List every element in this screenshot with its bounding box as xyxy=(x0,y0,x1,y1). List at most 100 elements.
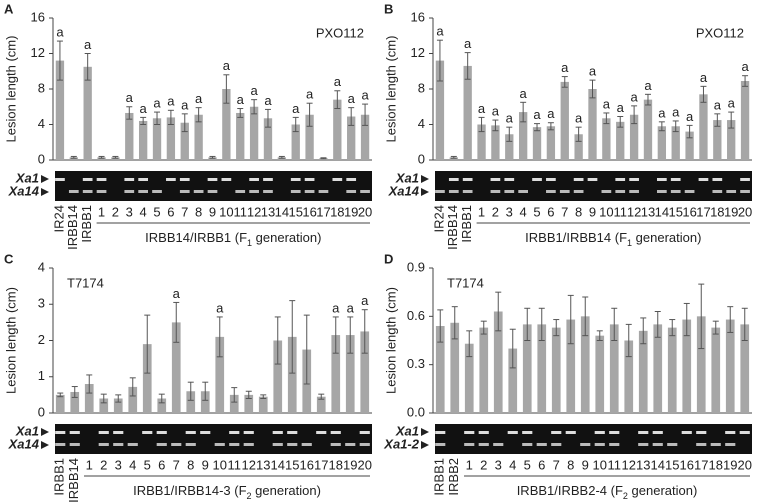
pathogen-label: PXO112 xyxy=(696,25,744,40)
x-tick-label: 5 xyxy=(524,457,531,472)
gel-band xyxy=(670,178,681,181)
bar xyxy=(574,134,583,160)
y-tick-label: 1 xyxy=(38,368,45,383)
x-tick-label: 19 xyxy=(343,457,357,472)
gel-band xyxy=(229,431,240,434)
gel-band xyxy=(166,178,176,181)
significance-letter: a xyxy=(728,96,736,111)
gel-band xyxy=(580,443,591,446)
pathogen-label: T7174 xyxy=(67,275,104,290)
bar xyxy=(215,336,225,413)
y-tick-label: 3 xyxy=(38,296,45,311)
significance-letter: a xyxy=(250,83,258,98)
gel-band xyxy=(318,190,329,193)
bar xyxy=(55,60,65,160)
bar xyxy=(171,322,181,413)
y-axis-label: Lesion length (cm) xyxy=(3,36,18,143)
gel-band xyxy=(301,443,312,446)
significance-letter: a xyxy=(589,64,597,79)
gel-band xyxy=(290,178,301,181)
x-tick-label: 10 xyxy=(599,204,613,219)
gel-band xyxy=(214,443,225,446)
y-tick-label: 0 xyxy=(38,151,45,166)
significance-letter: a xyxy=(492,104,500,119)
gel-band xyxy=(507,431,518,434)
x-tick-label: IRBB14 xyxy=(65,205,80,250)
gel-band xyxy=(652,431,663,434)
panel-letter: D xyxy=(384,251,393,266)
gel-band xyxy=(522,443,533,446)
gel-band xyxy=(740,190,750,193)
x-tick-label: IRBB14 xyxy=(445,205,460,250)
gel-band xyxy=(546,190,556,193)
bar xyxy=(55,394,65,413)
bar xyxy=(186,391,196,413)
x-tick-label: 13 xyxy=(636,457,650,472)
x-tick-label: 14 xyxy=(275,204,289,219)
x-tick-label: 10 xyxy=(213,457,227,472)
bar xyxy=(125,112,134,160)
y-tick-label: 12 xyxy=(31,45,45,60)
bar xyxy=(588,89,597,160)
gel-band xyxy=(98,443,109,446)
gel-band xyxy=(156,443,167,446)
significance-letter: a xyxy=(153,96,161,111)
x-tick-label: 18 xyxy=(709,457,723,472)
x-tick-label: 7 xyxy=(173,457,180,472)
gel-band xyxy=(609,443,620,446)
bar xyxy=(727,120,736,160)
gel-band xyxy=(615,178,626,181)
group-label-part: generation) xyxy=(628,483,697,498)
y-tick-label: 4 xyxy=(418,116,425,131)
y-tick-label: 12 xyxy=(411,45,425,60)
bar xyxy=(508,348,518,413)
x-tick-label: 15 xyxy=(668,204,682,219)
x-tick-label: 18 xyxy=(330,204,344,219)
y-tick-label: 0.9 xyxy=(407,259,425,274)
gel-band xyxy=(185,431,196,434)
x-tick-label: 20 xyxy=(358,204,372,219)
significance-letter: a xyxy=(617,100,625,115)
gel-arrow xyxy=(41,175,49,183)
gel-band xyxy=(601,190,612,193)
gel-label: Xa14 xyxy=(8,436,40,451)
gel-band xyxy=(652,443,663,446)
bar xyxy=(537,324,547,413)
gel-band xyxy=(698,178,709,181)
bar xyxy=(609,324,619,413)
gel-band xyxy=(290,190,301,193)
gel-arrow xyxy=(421,441,429,449)
gel-image xyxy=(435,171,752,201)
significance-letter: a xyxy=(630,89,638,104)
bar xyxy=(546,126,556,160)
significance-letter: a xyxy=(181,97,189,112)
gel-image xyxy=(55,424,372,454)
x-tick-label: 17 xyxy=(694,457,708,472)
x-tick-label: 2 xyxy=(100,457,107,472)
significance-letter: a xyxy=(741,59,749,74)
y-tick-label: 0 xyxy=(38,404,45,419)
significance-letter: a xyxy=(126,90,134,105)
gel-band xyxy=(696,431,707,434)
gel-band xyxy=(124,190,135,193)
gel-label: Xa1 xyxy=(395,423,419,438)
gel-band xyxy=(207,190,218,193)
gel-band xyxy=(462,190,473,193)
group-label: IRBB1/IRBB2-4 (F2 generation) xyxy=(517,483,698,501)
gel-image xyxy=(435,424,752,454)
gel-band xyxy=(435,443,446,446)
x-tick-label: 5 xyxy=(533,204,540,219)
bar xyxy=(657,126,667,160)
x-tick-label: 11 xyxy=(233,204,247,219)
gel-band xyxy=(316,431,327,434)
x-tick-label: 17 xyxy=(314,457,328,472)
gel-band xyxy=(712,178,723,181)
group-label: IRBB1/IRBB14 (F1 generation) xyxy=(525,230,701,248)
x-tick-label: 12 xyxy=(242,457,256,472)
gel-band xyxy=(138,178,149,181)
gel-band xyxy=(69,443,80,446)
gel-arrow xyxy=(41,428,49,436)
gel-band xyxy=(193,190,204,193)
bar xyxy=(479,327,489,413)
bar xyxy=(333,99,342,160)
